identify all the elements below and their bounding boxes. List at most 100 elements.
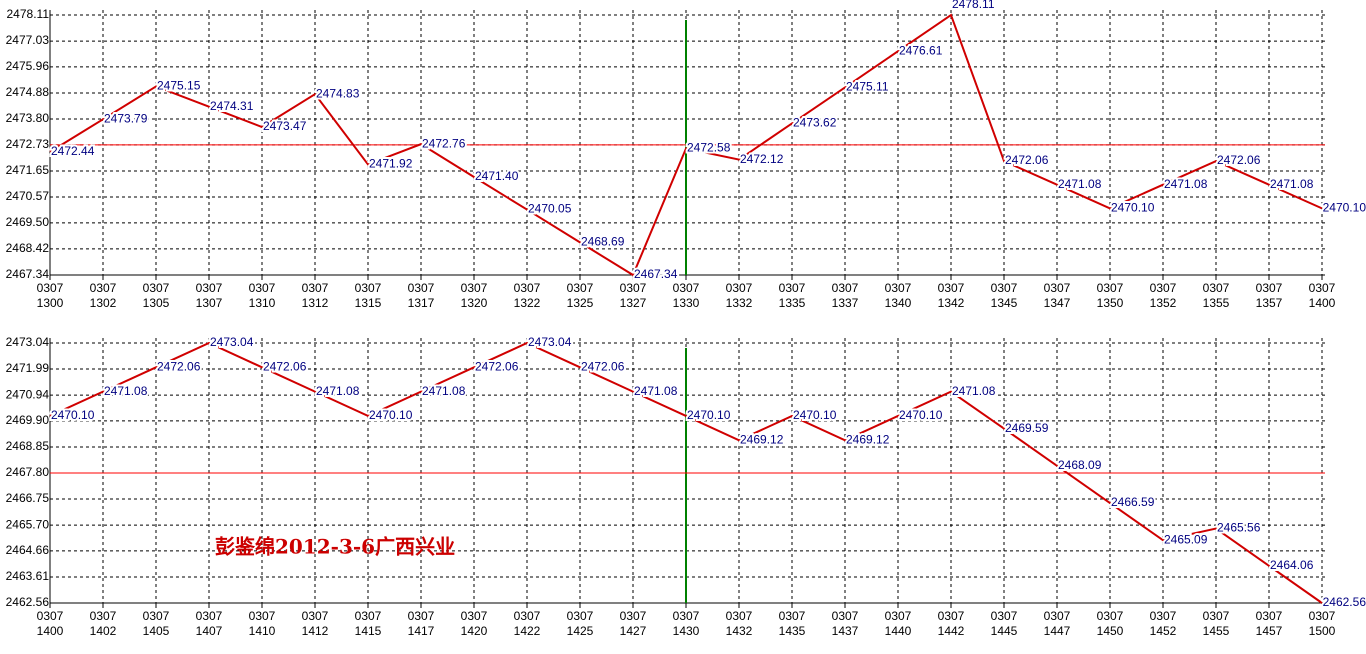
data-label: 2471.08 [1058,177,1102,191]
x-tick-label: 0307 1500 [1308,609,1336,638]
x-tick-label: 0307 1435 [778,609,806,638]
x-tick-label: 0307 1402 [89,609,117,638]
x-tick-label: 0307 1442 [937,609,965,638]
y-tick-label: 2464.66 [6,543,50,557]
data-label: 2473.47 [263,119,307,133]
y-tick-label: 2473.80 [6,111,50,125]
x-tick-label: 0307 1357 [1255,281,1283,310]
data-label: 2469.59 [1005,421,1049,435]
x-tick-label: 0307 1437 [831,609,859,638]
data-label: 2472.76 [422,136,466,150]
data-label: 2474.31 [210,99,254,113]
x-tick-label: 0307 1417 [407,609,435,638]
data-label: 2470.10 [793,408,837,422]
data-label: 2466.59 [1111,495,1155,509]
annotation: 彭鉴绵2012-3-6广西兴业 [215,535,455,559]
price-line [49,13,1323,277]
x-tick-label: 0307 1322 [513,281,541,310]
data-label: 2469.12 [740,432,784,446]
data-label: 2471.08 [952,384,996,398]
data-label: 2470.10 [687,408,731,422]
y-tick-label: 2469.50 [6,215,50,229]
x-tick-label: 0307 1345 [990,281,1018,310]
y-tick-label: 2466.75 [6,491,50,505]
data-label: 2475.11 [846,80,889,94]
data-label: 2468.69 [581,235,625,249]
x-tick-label: 0307 1350 [1096,281,1124,310]
data-label: 2472.06 [263,359,307,373]
x-tick-label: 0307 1400 [36,609,64,638]
x-tick-label: 0307 1430 [672,609,700,638]
y-tick-label: 2471.99 [6,361,50,375]
data-label: 2470.10 [369,408,413,422]
data-label: 2476.61 [899,43,943,57]
data-label: 2470.05 [528,202,572,216]
data-label: 2472.06 [581,359,625,373]
data-label: 2472.06 [1005,153,1049,167]
x-tick-label: 0307 1415 [354,609,382,638]
x-tick-label: 0307 1432 [725,609,753,638]
y-tick-label: 2468.85 [6,439,50,453]
data-label: 2472.12 [740,152,784,166]
x-tick-label: 0307 1412 [301,609,329,638]
x-tick-label: 0307 1457 [1255,609,1283,638]
x-tick-label: 0307 1335 [778,281,806,310]
data-label: 2478.11 [952,0,995,11]
x-tick-label: 0307 1447 [1043,609,1071,638]
data-label: 2465.56 [1217,521,1261,535]
x-tick-label: 0307 1425 [566,609,594,638]
data-label: 2467.34 [634,267,678,281]
data-label: 2470.10 [899,408,943,422]
data-label: 2475.15 [157,79,201,93]
x-tick-label: 0307 1325 [566,281,594,310]
data-label: 2471.08 [1270,177,1314,191]
data-label: 2472.06 [157,359,201,373]
x-tick-label: 0307 1427 [619,609,647,638]
x-tick-label: 0307 1340 [884,281,912,310]
y-tick-label: 2467.80 [6,465,50,479]
x-tick-label: 0307 1342 [937,281,965,310]
x-tick-label: 0307 1452 [1149,609,1177,638]
x-tick-label: 0307 1410 [248,609,276,638]
x-tick-label: 0307 1330 [672,281,700,310]
y-tick-label: 2462.56 [6,595,50,609]
data-label: 2471.08 [1164,177,1208,191]
x-tick-label: 0307 1317 [407,281,435,310]
x-tick-label: 0307 1347 [1043,281,1071,310]
data-label: 2469.12 [846,432,890,446]
data-label: 2474.83 [316,86,360,100]
y-tick-label: 2465.70 [6,517,50,531]
data-label: 2470.10 [1111,201,1155,215]
x-tick-label: 0307 1400 [1308,281,1336,310]
y-tick-label: 2468.42 [6,241,50,255]
y-tick-label: 2469.90 [6,413,50,427]
data-label: 2470.10 [1323,201,1366,215]
x-tick-label: 0307 1337 [831,281,859,310]
x-tick-label: 0307 1405 [142,609,170,638]
y-tick-label: 2478.11 [7,7,50,21]
x-tick-label: 0307 1450 [1096,609,1124,638]
data-label: 2468.09 [1058,458,1102,472]
data-label: 2464.06 [1270,558,1314,572]
data-label: 2471.92 [369,157,413,171]
data-label: 2472.06 [1217,153,1261,167]
x-tick-label: 0307 1422 [513,609,541,638]
data-label: 2471.40 [475,169,519,183]
y-tick-label: 2473.04 [6,335,50,349]
y-tick-label: 2463.61 [6,569,50,583]
x-tick-label: 0307 1445 [990,609,1018,638]
data-label: 2473.04 [210,335,254,349]
y-tick-label: 2474.88 [6,85,50,99]
x-tick-label: 0307 1407 [195,609,223,638]
data-label: 2465.09 [1164,532,1208,546]
x-tick-label: 0307 1320 [460,281,488,310]
x-tick-label: 0307 1300 [36,281,64,310]
x-tick-label: 0307 1312 [301,281,329,310]
x-tick-label: 0307 1440 [884,609,912,638]
data-label: 2473.62 [793,116,837,130]
y-tick-label: 2470.57 [6,189,50,203]
data-label: 2470.10 [51,408,95,422]
data-label: 2472.06 [475,359,519,373]
